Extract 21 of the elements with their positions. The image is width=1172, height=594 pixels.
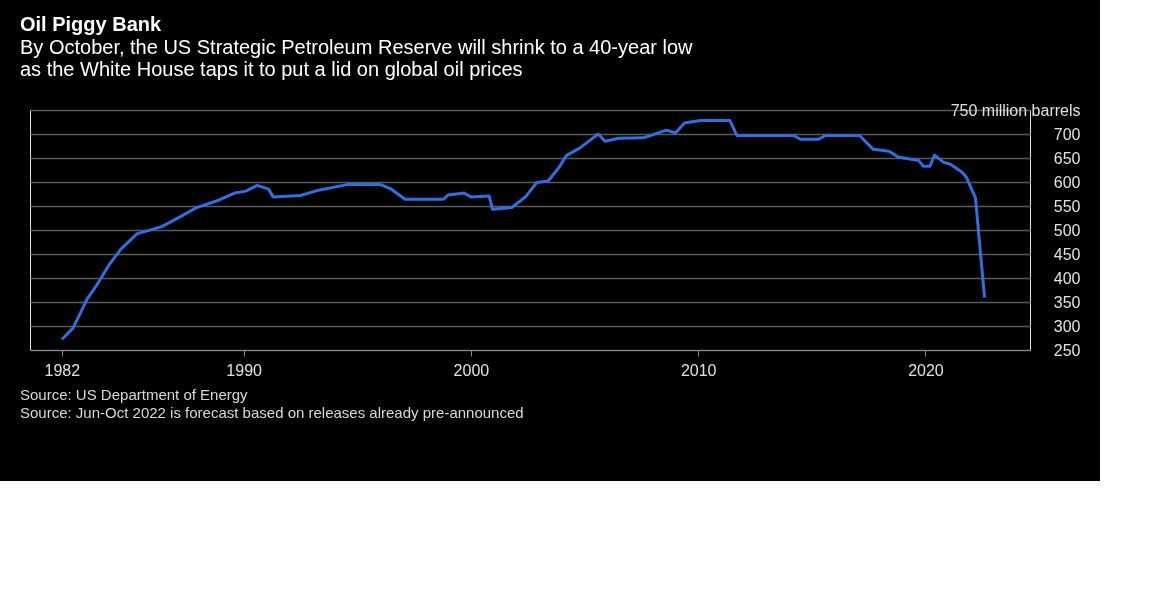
y-tick-label: 450 — [1053, 245, 1081, 263]
x-tick-label: 2000 — [453, 361, 490, 379]
y-tick-label: 700 — [1053, 125, 1081, 143]
source-note: Source: Jun-Oct 2022 is forecast based on releases already pre-announced — [20, 404, 524, 421]
y-tick-label: 350 — [1053, 293, 1081, 311]
y-tick-label: 650 — [1053, 149, 1081, 167]
source-note: Source: US Department of Energy — [20, 386, 249, 403]
y-tick-label: 250 — [1053, 341, 1081, 359]
y-tick-label: 400 — [1053, 269, 1081, 287]
y-tick-label: 500 — [1053, 221, 1081, 239]
y-tick-label: 600 — [1053, 173, 1081, 191]
chart-title: Oil Piggy Bank — [20, 13, 163, 35]
chart-subtitle: By October, the US Strategic Petroleum Reserve will shrink to a 40-year low as the White House taps it to put a lid on global oil prices — [20, 36, 694, 80]
x-tick-label: 2010 — [680, 361, 717, 379]
x-tick-label: 1990 — [226, 361, 263, 379]
y-tick-label: 750 million barrels — [950, 101, 1081, 119]
y-tick-label: 300 — [1053, 317, 1081, 335]
x-tick-label: 1982 — [44, 361, 81, 379]
y-tick-label: 550 — [1053, 197, 1081, 215]
line-series — [60, 119, 987, 341]
x-tick-label: 2020 — [908, 361, 944, 379]
